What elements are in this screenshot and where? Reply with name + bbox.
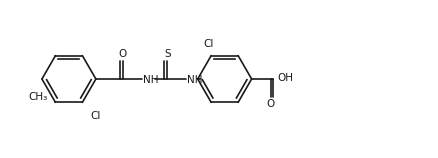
Text: NH: NH	[143, 75, 159, 85]
Text: Cl: Cl	[204, 39, 214, 49]
Text: Cl: Cl	[90, 111, 101, 121]
Text: O: O	[266, 99, 275, 109]
Text: NH: NH	[187, 75, 203, 85]
Text: S: S	[164, 49, 170, 59]
Text: OH: OH	[278, 73, 294, 83]
Text: CH₃: CH₃	[29, 92, 48, 102]
Text: O: O	[119, 49, 127, 59]
